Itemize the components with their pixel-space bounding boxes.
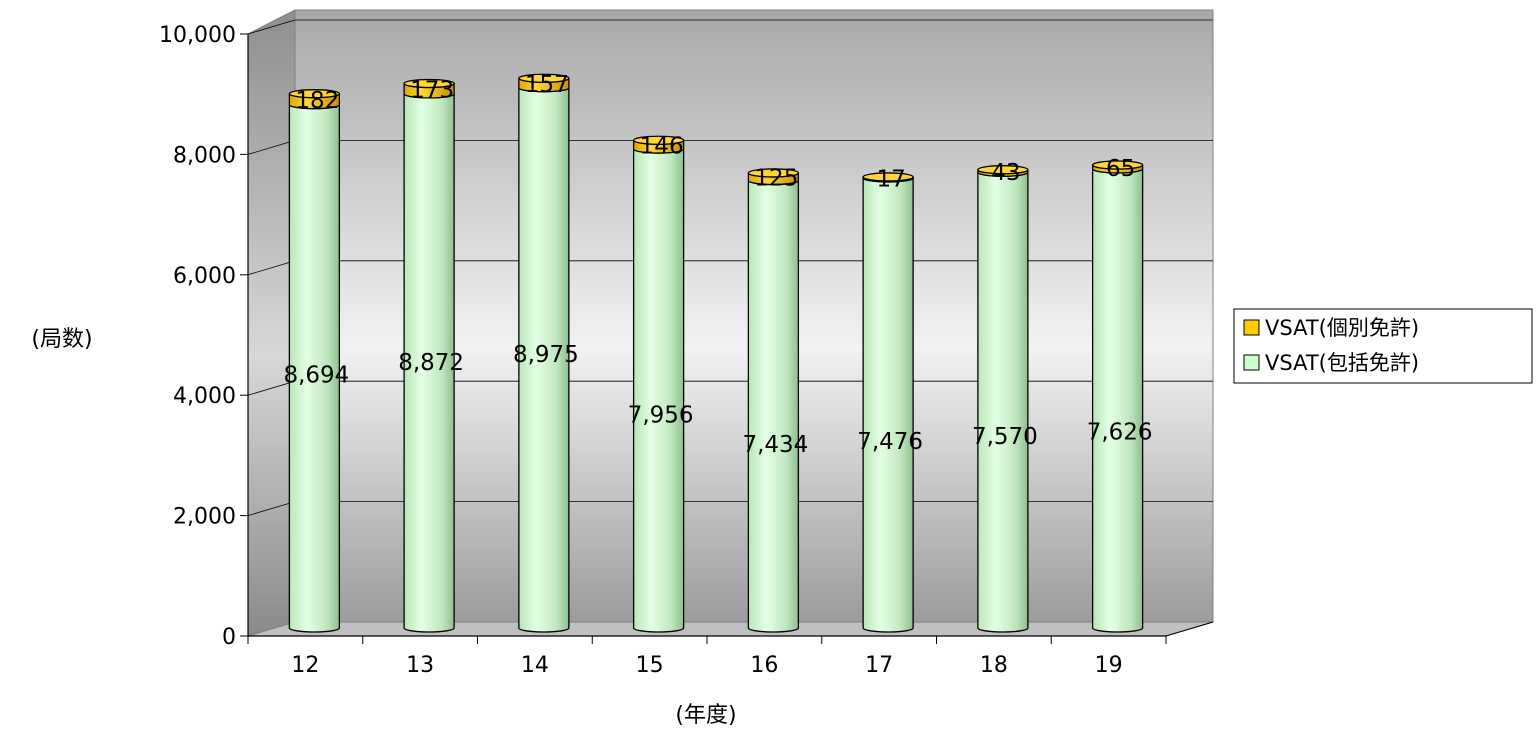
y-tick-label: 0 bbox=[222, 625, 236, 650]
x-tick-label: 15 bbox=[636, 653, 664, 678]
bar-top-cap bbox=[632, 135, 685, 145]
data-label-individual: 157 bbox=[525, 72, 569, 98]
y-tick-labels: 0 2,000 4,000 6,000 8,000 10,000 bbox=[159, 23, 236, 650]
data-label-blanket: 7,434 bbox=[742, 432, 808, 458]
value-axis bbox=[240, 33, 1214, 644]
bar-top-cap bbox=[1091, 160, 1144, 170]
gridline-side bbox=[247, 19, 296, 35]
y-tick-label: 8,000 bbox=[173, 143, 236, 168]
data-label-individual: 43 bbox=[991, 160, 1020, 186]
legend: VSAT(個別免許) VSAT(包括免許) bbox=[1233, 308, 1533, 384]
bar-top-cap bbox=[862, 172, 914, 182]
x-tick-label: 19 bbox=[1095, 653, 1123, 678]
bar-blanket-license bbox=[632, 148, 685, 633]
data-label-blanket: 7,956 bbox=[628, 403, 694, 429]
data-label-individual: 125 bbox=[754, 166, 798, 192]
legend-swatch-blanket bbox=[1243, 354, 1260, 371]
bar-blanket-license bbox=[747, 180, 800, 633]
y-tick-label: 2,000 bbox=[173, 505, 236, 530]
data-label-blanket: 8,975 bbox=[513, 342, 579, 368]
bar-blanket-license bbox=[1091, 168, 1144, 633]
data-label-individual: 65 bbox=[1106, 156, 1135, 182]
floor bbox=[247, 621, 1214, 637]
gridline-side bbox=[247, 380, 296, 396]
legend-box bbox=[1233, 308, 1533, 384]
x-tick-label: 16 bbox=[750, 653, 778, 678]
data-label-blanket: 7,476 bbox=[857, 429, 923, 455]
legend-label-individual: VSAT(個別免許) bbox=[1265, 316, 1419, 340]
x-tick-label: 13 bbox=[406, 653, 434, 678]
gridline-side bbox=[247, 140, 296, 155]
side-wall bbox=[247, 9, 296, 637]
x-axis-title: (年度) bbox=[675, 703, 736, 728]
data-label-individual: 182 bbox=[295, 88, 339, 114]
x-tick-label: 12 bbox=[291, 653, 319, 678]
bar-top-cap bbox=[747, 168, 800, 178]
y-tick-label: 4,000 bbox=[173, 384, 236, 409]
bar-top-cap bbox=[288, 89, 341, 99]
y-axis-title: (局数) bbox=[31, 327, 92, 352]
y-tick-label: 10,000 bbox=[159, 23, 236, 48]
data-label-individual: 146 bbox=[640, 134, 684, 160]
y-tick-label: 6,000 bbox=[173, 264, 236, 289]
gridline-side bbox=[247, 260, 296, 276]
gridline-side bbox=[247, 501, 296, 516]
x-tick-label: 18 bbox=[980, 653, 1008, 678]
x-tick-labels: 12 13 14 15 16 17 18 19 bbox=[291, 653, 1122, 678]
legend-label-blanket: VSAT(包括免許) bbox=[1265, 351, 1419, 375]
bar-top-cap bbox=[518, 73, 570, 83]
data-label-individual: 173 bbox=[410, 78, 454, 104]
x-tick-label: 17 bbox=[865, 653, 893, 678]
data-label-blanket: 7,626 bbox=[1087, 419, 1153, 445]
x-tick-label: 14 bbox=[521, 653, 549, 678]
bars bbox=[288, 73, 1144, 633]
data-labels: 182 8,694 173 8,872 157 8,975 146 7,956 125 7,434… bbox=[283, 72, 1152, 458]
legend-swatch-individual bbox=[1243, 319, 1260, 336]
bar-top-cap bbox=[977, 165, 1029, 175]
floor-edge bbox=[1165, 621, 1214, 637]
bar-blanket-license bbox=[977, 171, 1029, 633]
data-label-blanket: 8,872 bbox=[398, 350, 464, 376]
data-label-individual: 17 bbox=[876, 166, 905, 192]
data-label-blanket: 8,694 bbox=[283, 362, 349, 388]
bar-top-cap bbox=[403, 78, 455, 89]
data-label-blanket: 7,570 bbox=[972, 424, 1038, 450]
bar-blanket-license bbox=[862, 177, 914, 633]
